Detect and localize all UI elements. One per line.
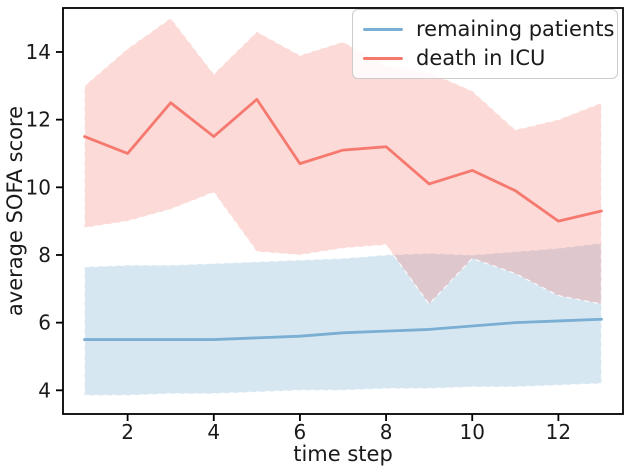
y-tick-label: 14 — [26, 40, 51, 64]
ci-band-remaining-patients — [83, 242, 603, 396]
legend-label-death-in-icu: death in ICU — [416, 45, 546, 70]
legend-item-remaining-patients: remaining patients — [363, 17, 614, 41]
y-tick-label: 6 — [38, 311, 51, 335]
legend-line-remaining-patients — [363, 27, 403, 31]
legend-box: remaining patients death in ICU — [352, 9, 618, 79]
line-death-in-icu — [83, 97, 603, 223]
legend-label-remaining-patients: remaining patients — [416, 16, 615, 41]
y-tick-label: 8 — [38, 243, 51, 267]
x-tick-label: 4 — [207, 420, 220, 444]
legend-item-death-in-icu: death in ICU — [363, 45, 607, 70]
line-remaining-patients — [83, 317, 603, 341]
x-tick-label: 12 — [546, 420, 571, 444]
y-tick-label: 12 — [26, 108, 51, 132]
x-tick-label: 2 — [121, 420, 134, 444]
ci-band-death-in-icu — [83, 17, 603, 305]
y-tick-label: 4 — [38, 378, 51, 402]
x-tick-label: 8 — [380, 420, 393, 444]
x-tick-label: 6 — [294, 420, 307, 444]
legend-line-death-in-icu — [363, 57, 403, 61]
y-axis-label: average SOFA score — [3, 105, 27, 317]
x-tick-label: 10 — [460, 420, 485, 444]
plot-border — [62, 7, 624, 415]
y-tick-label: 10 — [26, 175, 51, 199]
x-axis-label: time step — [293, 442, 393, 466]
